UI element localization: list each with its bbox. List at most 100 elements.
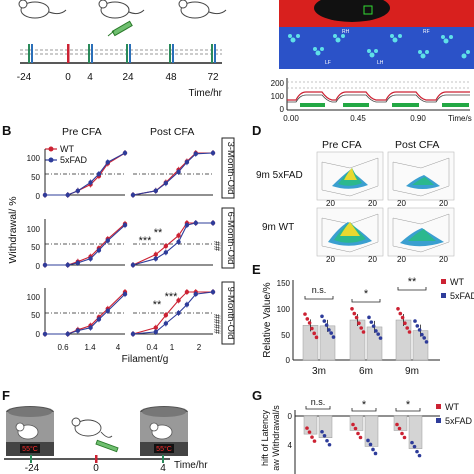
y-tick: 50	[31, 173, 40, 182]
data-point	[400, 315, 405, 320]
data-point	[359, 326, 364, 330]
paw-label: RH	[342, 29, 350, 35]
time-label: 4	[160, 463, 166, 474]
data-point	[403, 321, 407, 326]
panel-f: F 55°C 55°C	[2, 388, 208, 474]
data-point	[307, 430, 312, 434]
data-point	[305, 317, 310, 321]
data-point	[42, 262, 48, 268]
axis-number: 20	[439, 255, 448, 264]
y-tick: 0	[286, 356, 291, 365]
time-label: 4	[87, 72, 93, 83]
data-point	[361, 330, 366, 334]
surface-plot: 20 20	[316, 207, 384, 264]
post-cfa-header: Post CFA	[150, 126, 194, 138]
x-tick: 0.4	[146, 343, 158, 352]
data-point	[366, 438, 370, 443]
trace-ytick: 0	[280, 105, 285, 114]
time-label: 0	[65, 72, 71, 83]
y-axis-label: aw Withdrawal/s	[271, 405, 281, 471]
data-point	[371, 447, 375, 452]
time-label: 48	[165, 72, 177, 83]
data-point	[193, 151, 198, 157]
latency-shift-bars	[303, 415, 423, 458]
panel-g: G hift of Latency aw Withdrawal/s 0 4 n.…	[252, 388, 473, 474]
data-point	[75, 188, 81, 193]
y-axis-label: Withdrawal/ %	[7, 196, 19, 263]
data-point	[88, 325, 93, 330]
significance-mark: **	[408, 276, 417, 288]
data-point	[42, 192, 48, 198]
data-point	[320, 429, 324, 434]
data-point	[314, 335, 319, 340]
test-marker	[126, 44, 131, 63]
test-marker	[169, 44, 174, 63]
hot-plate-icon: 55°C	[6, 406, 54, 456]
test-marker	[88, 44, 93, 63]
data-point	[310, 435, 314, 439]
y-axis-label: Relative Value/%	[262, 282, 273, 358]
data-point	[373, 451, 378, 456]
data-point	[405, 326, 410, 330]
injection-marker	[67, 44, 70, 63]
legend-wt: WT	[60, 144, 74, 154]
group-label: 3m	[312, 366, 326, 377]
row-label: 9m WT	[262, 222, 294, 233]
age-label: 9-Month-Old	[225, 287, 236, 340]
data-point	[193, 220, 198, 226]
data-point	[65, 331, 70, 337]
data-point	[184, 302, 190, 307]
trace-line	[287, 91, 470, 101]
data-point	[122, 150, 128, 156]
data-point	[322, 319, 327, 323]
surface-plot: 20 20	[316, 151, 384, 208]
data-point	[310, 326, 314, 331]
x-tick: 4	[116, 343, 121, 352]
data-point	[210, 289, 216, 295]
row-6-month: 6-Month-Old ##	[212, 207, 236, 269]
trace-ytick: 100	[271, 92, 285, 101]
bar	[408, 415, 423, 449]
data-point	[96, 171, 102, 177]
legend: WT 5xFAD	[45, 144, 88, 165]
data-point	[130, 192, 136, 198]
data-point	[369, 320, 374, 324]
data-point	[397, 426, 402, 431]
data-point	[312, 439, 317, 443]
data-point	[324, 323, 329, 327]
data-point	[184, 160, 190, 165]
data-point	[307, 321, 312, 325]
data-point	[374, 329, 378, 333]
mouse-icon	[18, 0, 67, 19]
gait-image-panel: RH LF RF LH 200 100 0 0.00 0.45 0.90 Tim…	[271, 0, 474, 123]
data-point	[193, 291, 198, 297]
data-point	[424, 340, 429, 344]
data-point	[354, 315, 359, 320]
data-point	[176, 169, 181, 175]
significance-mark: **	[154, 227, 163, 239]
data-point	[153, 252, 158, 257]
y-tick: 100	[27, 225, 41, 234]
x-tick: 1	[170, 343, 175, 352]
data-point	[327, 442, 332, 447]
axis-number: 20	[397, 199, 406, 208]
paw-label: RF	[423, 29, 430, 35]
legend-5xfad: 5xFAD	[60, 155, 88, 165]
panel-letter: D	[252, 123, 261, 138]
time-label: 24	[122, 72, 134, 83]
bar	[393, 415, 408, 431]
data-point	[163, 181, 169, 186]
panel-letter: G	[252, 388, 262, 403]
data-point	[122, 222, 128, 228]
panel-a-timeline: -24 0 4 24 48 72 Time/hr	[17, 0, 227, 99]
axis-number: 20	[397, 255, 406, 264]
data-point	[376, 332, 381, 336]
data-point	[412, 444, 417, 449]
data-point	[65, 192, 70, 198]
data-point	[130, 331, 136, 337]
data-point	[352, 311, 357, 316]
data-point	[163, 250, 169, 255]
data-point	[153, 256, 158, 261]
data-point	[176, 310, 181, 316]
hot-plate-icon: 55°C	[140, 406, 188, 456]
